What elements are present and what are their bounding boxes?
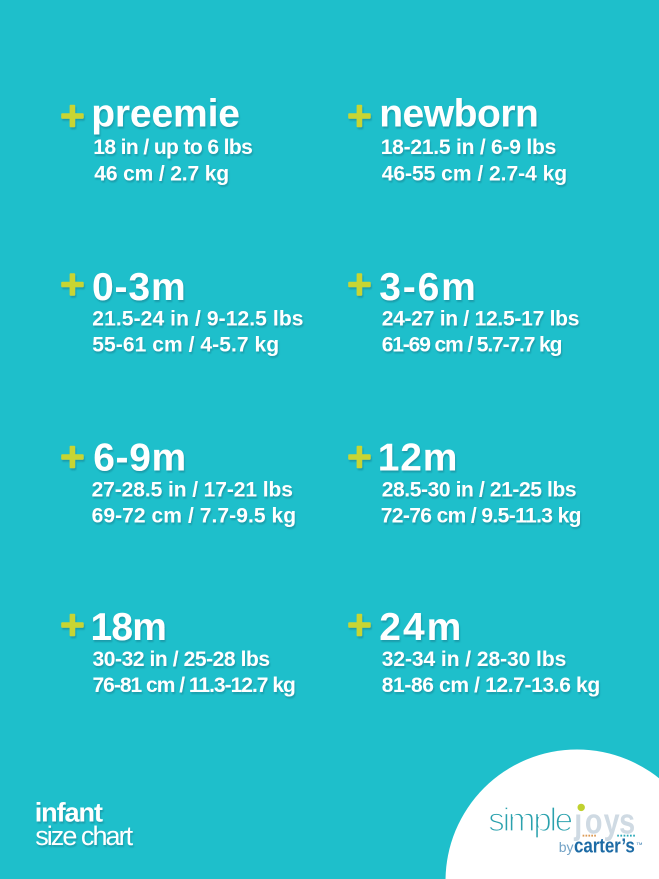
svg-text:simple: simple xyxy=(488,801,572,838)
svg-text:32-34 in / 28-30 lbs: 32-34 in / 28-30 lbs xyxy=(382,648,567,671)
svg-text:y: y xyxy=(604,800,620,841)
svg-text:72-76 cm / 9.5-11.3 kg: 72-76 cm / 9.5-11.3 kg xyxy=(381,505,581,528)
svg-text:o: o xyxy=(585,800,603,841)
svg-text:46 cm / 2.7 kg: 46 cm / 2.7 kg xyxy=(94,163,229,186)
svg-text:s: s xyxy=(619,800,635,841)
svg-text:76-81 cm / 11.3-12.7 kg: 76-81 cm / 11.3-12.7 kg xyxy=(93,674,295,697)
svg-text:46-55 cm / 2.7-4 kg: 46-55 cm / 2.7-4 kg xyxy=(382,163,567,186)
svg-text:61-69 cm / 5.7-7.7 kg: 61-69 cm / 5.7-7.7 kg xyxy=(382,333,562,356)
svg-text:0-3m: 0-3m xyxy=(92,266,187,309)
svg-text:carter’s: carter’s xyxy=(574,834,635,857)
svg-text:27-28.5 in / 17-21 lbs: 27-28.5 in / 17-21 lbs xyxy=(92,478,293,501)
svg-text:by: by xyxy=(559,839,574,855)
svg-text:preemie: preemie xyxy=(91,93,240,136)
svg-text:28.5-30 in / 21-25 lbs: 28.5-30 in / 21-25 lbs xyxy=(382,478,577,501)
svg-text:55-61 cm / 4-5.7 kg: 55-61 cm / 4-5.7 kg xyxy=(92,333,279,356)
svg-text:6-9m: 6-9m xyxy=(93,437,187,480)
svg-text:infant: infant xyxy=(35,798,103,828)
svg-text:18 in / up to 6 lbs: 18 in / up to 6 lbs xyxy=(93,136,252,159)
svg-text:24-27 in / 12.5-17 lbs: 24-27 in / 12.5-17 lbs xyxy=(382,308,579,331)
svg-text:24m: 24m xyxy=(379,606,463,649)
svg-text:j: j xyxy=(573,800,582,841)
svg-text:69-72 cm / 7.7-9.5 kg: 69-72 cm / 7.7-9.5 kg xyxy=(92,505,297,528)
svg-text:size chart: size chart xyxy=(35,821,133,851)
svg-text:81-86 cm / 12.7-13.6 kg: 81-86 cm / 12.7-13.6 kg xyxy=(382,674,600,697)
svg-text:12m: 12m xyxy=(378,437,458,480)
svg-text:TM: TM xyxy=(637,841,643,846)
svg-text:18-21.5 in / 6-9 lbs: 18-21.5 in / 6-9 lbs xyxy=(381,136,556,159)
svg-text:3-6m: 3-6m xyxy=(379,266,477,309)
svg-text:21.5-24 in / 9-12.5 lbs: 21.5-24 in / 9-12.5 lbs xyxy=(92,308,303,331)
svg-text:newborn: newborn xyxy=(379,93,538,136)
svg-text:18m: 18m xyxy=(91,606,167,649)
svg-text:30-32 in / 25-28 lbs: 30-32 in / 25-28 lbs xyxy=(93,648,270,671)
